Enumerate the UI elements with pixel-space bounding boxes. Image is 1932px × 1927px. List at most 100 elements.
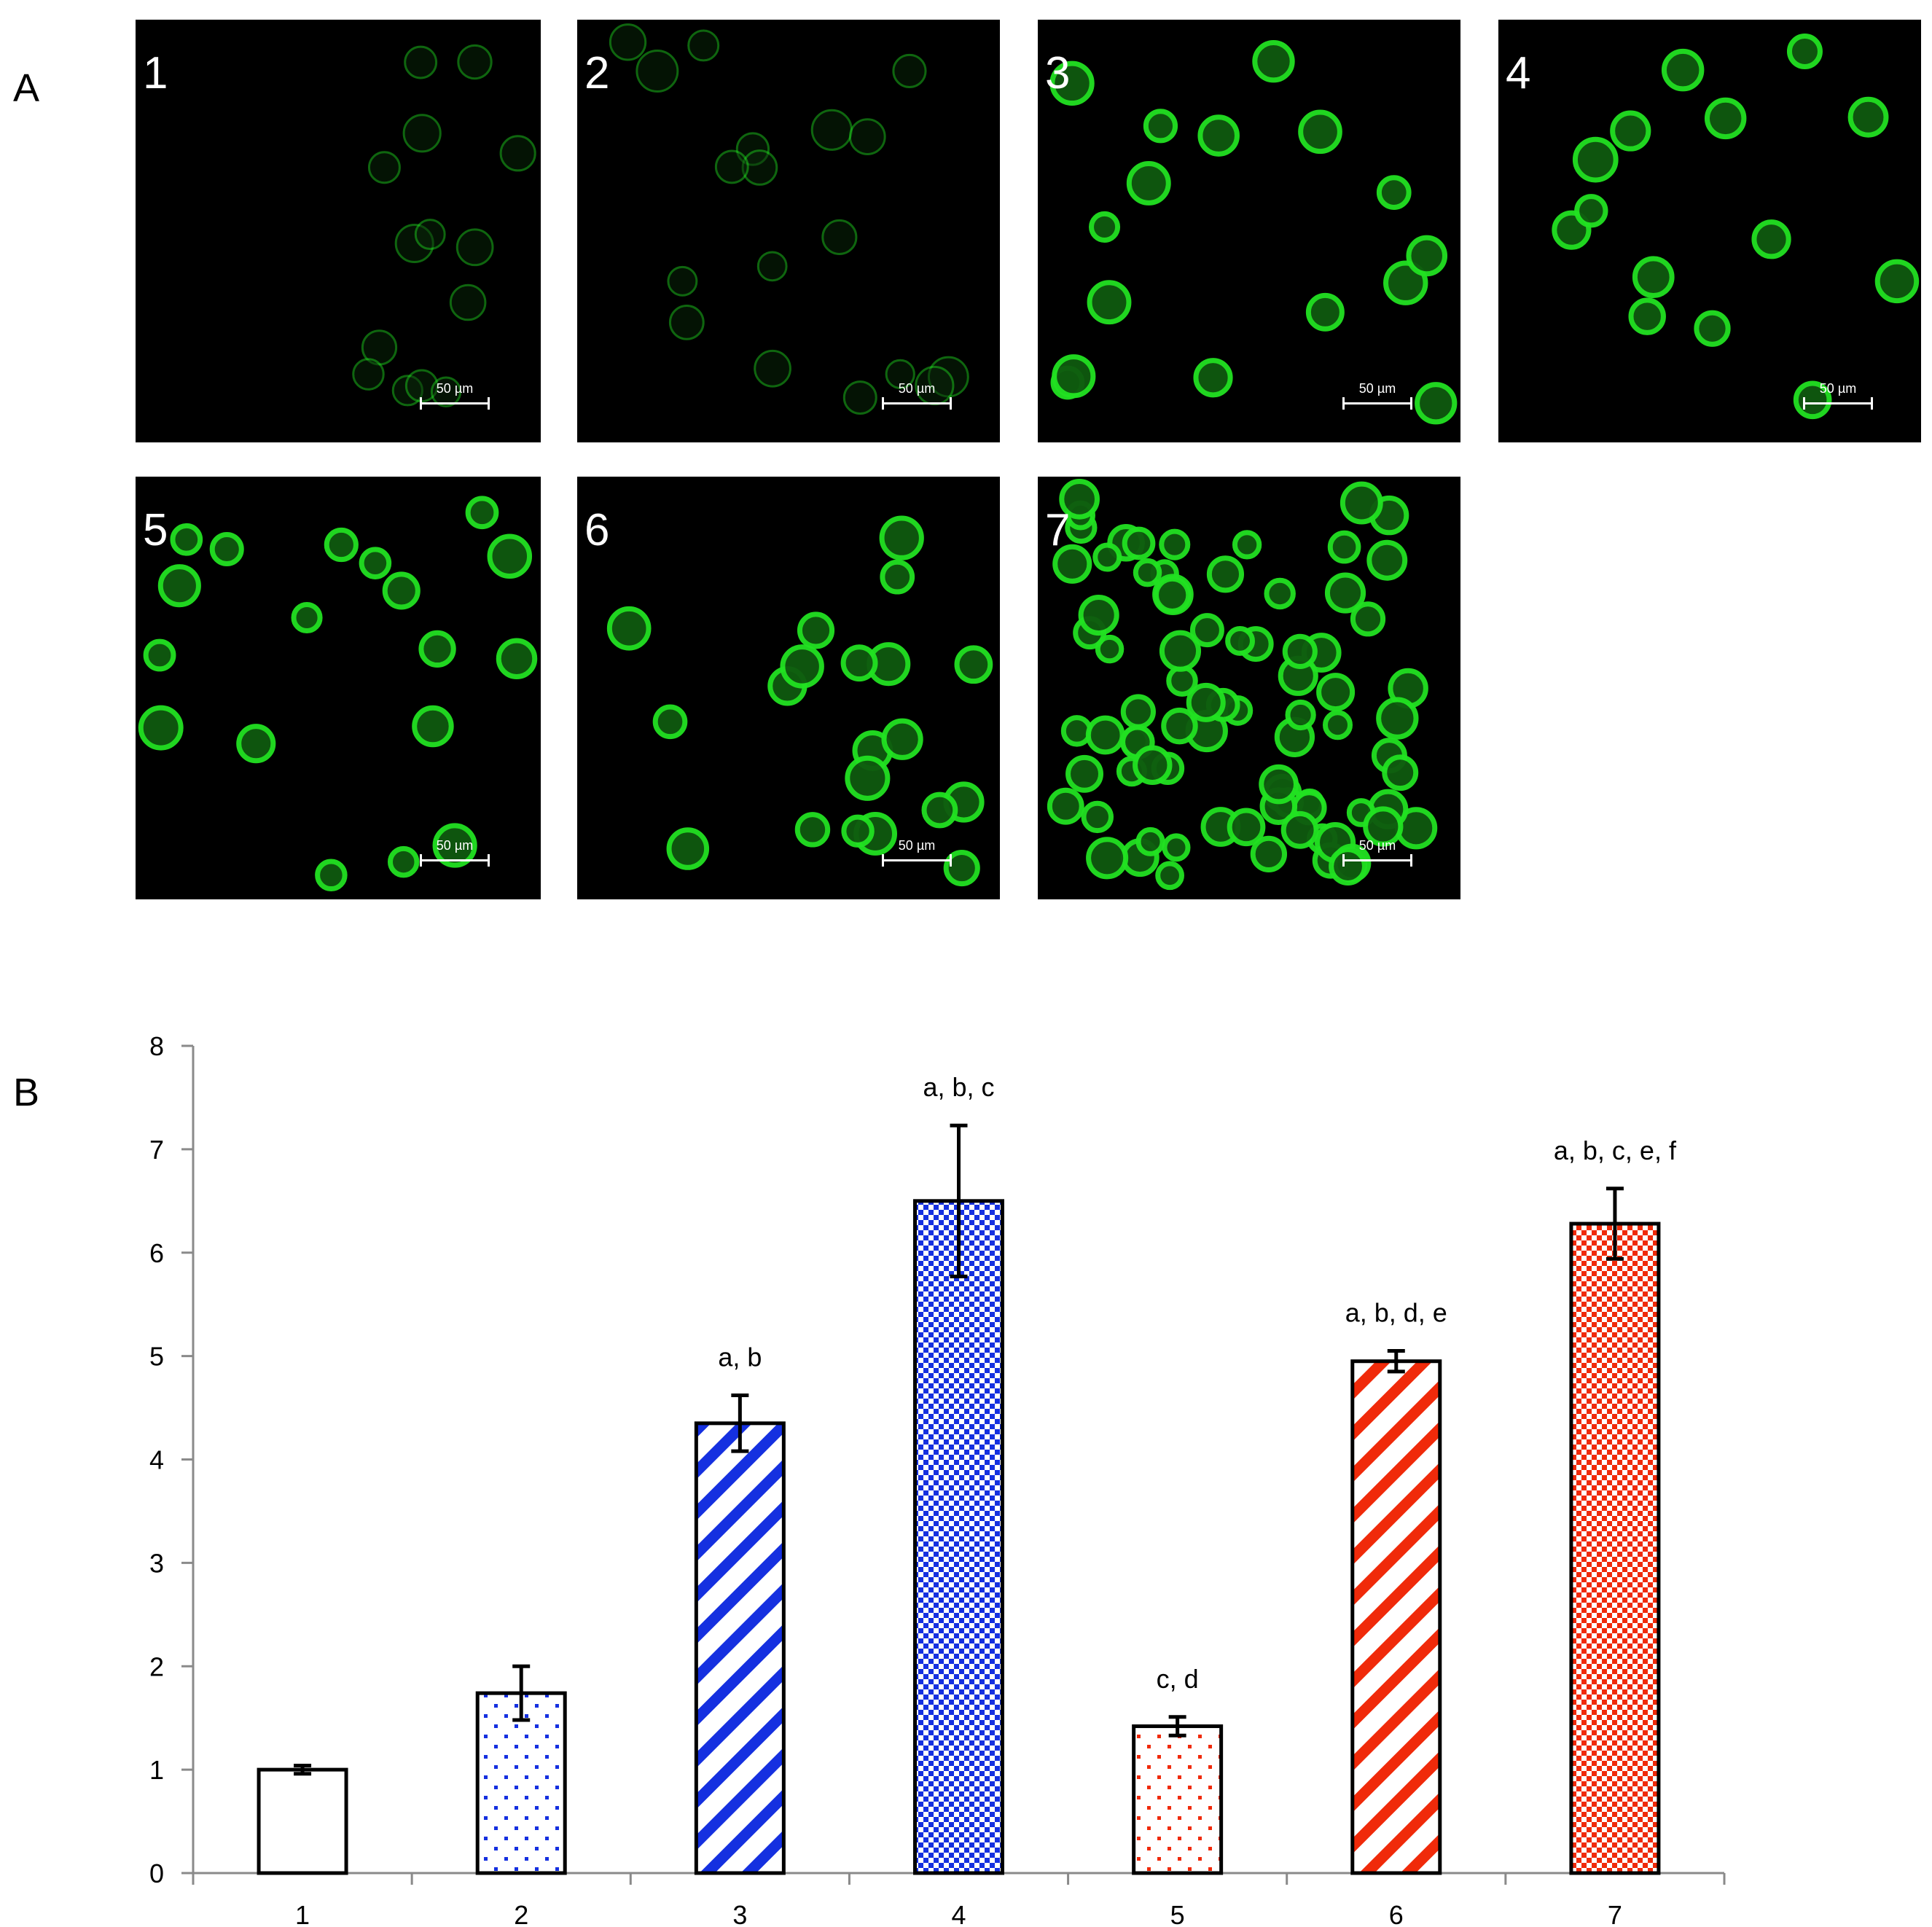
cell [1135,826,1165,856]
cell [1661,48,1705,92]
cell [1060,715,1093,747]
micrograph-2: 2 50 µm [577,20,1000,442]
cell [1363,806,1404,847]
cell [1047,787,1084,825]
cell [1052,544,1092,584]
scale-bar: 50 µm [882,838,952,867]
cell [382,571,421,610]
scale-bar-label: 50 µm [1358,381,1396,396]
cell [797,611,835,649]
cell [1704,97,1747,140]
cell [1329,847,1367,886]
cell [652,704,688,740]
cell [1049,60,1095,106]
cell [1382,754,1419,791]
cell [1126,161,1171,206]
significance-label: a, b, c, e, f [1554,1136,1677,1165]
significance-label: c, d [1157,1664,1199,1694]
cell [1574,194,1608,228]
cell [1406,235,1448,277]
significance-label: a, b, d, e [1345,1298,1447,1328]
y-tick-label: 4 [149,1445,164,1475]
cell [1161,707,1198,745]
micrograph-label: 5 [143,505,168,555]
panel-b-label: B [13,1071,40,1114]
bar [913,1199,1004,1875]
cell [780,644,824,689]
cell [291,601,323,634]
cells-image [1049,40,1458,425]
cell [1350,601,1386,637]
cell [1122,526,1156,560]
cell [1133,745,1173,785]
cell [1751,219,1791,259]
cell [455,228,494,267]
cell [1065,754,1103,793]
cells-image [1047,478,1438,891]
cell [810,109,853,151]
scale-bar: 50 µm [1803,381,1873,410]
cell [1081,800,1114,834]
cell [1252,40,1295,83]
cell [845,755,891,801]
cell [1189,613,1224,648]
cell [666,827,710,870]
cell [1327,530,1361,564]
cell [496,638,538,679]
scale-bar: 50 µm [1342,381,1412,410]
x-tick-label: 5 [1170,1900,1185,1927]
cell [848,118,886,155]
y-tick-label: 7 [149,1135,164,1165]
cell [1628,297,1666,335]
cell [1250,835,1288,873]
cell [714,149,749,184]
cell [209,531,244,567]
cell [754,349,791,388]
cells-image [138,496,538,892]
scale-bar-label: 50 µm [1819,381,1857,396]
cell [609,23,647,61]
cell [359,547,392,579]
cell [465,496,499,530]
cell [1155,861,1184,891]
scale-bar: 50 µm [1342,838,1412,867]
cells-image [606,515,993,887]
cell [1087,280,1132,325]
cell [1305,292,1345,332]
micrograph-label: 4 [1506,48,1531,98]
cell [1847,96,1889,138]
y-tick-label: 6 [149,1238,164,1268]
cell [668,305,705,340]
cell [1092,542,1122,572]
bar [694,1421,786,1875]
y-tick-label: 3 [149,1548,164,1578]
micrograph-label: 6 [584,505,610,555]
cell [170,523,203,556]
micrograph-label: 1 [143,48,168,98]
cell [1298,109,1342,155]
cell [881,718,923,760]
cell [1232,530,1262,560]
cells-image [609,23,969,415]
bar [475,1691,567,1875]
cell [1366,539,1408,581]
cell [1610,110,1651,152]
cell [954,645,993,684]
cell [1285,699,1316,731]
cell [1376,175,1412,210]
micrograph-6: 6 50 µm [577,477,1000,899]
cell [367,151,401,184]
micrograph-1: 1 50 µm [136,20,541,442]
cell [943,849,980,887]
cell [741,149,778,186]
significance-label: a, b, c [923,1072,994,1102]
cell [1322,710,1353,740]
cell [1159,630,1202,672]
cell [1143,109,1178,144]
cell [1376,697,1419,740]
scale-bar-label: 50 µm [436,838,474,853]
cell [236,724,276,764]
cell [143,638,176,672]
scale-bar: 50 µm [882,381,952,410]
cell [1225,626,1255,656]
